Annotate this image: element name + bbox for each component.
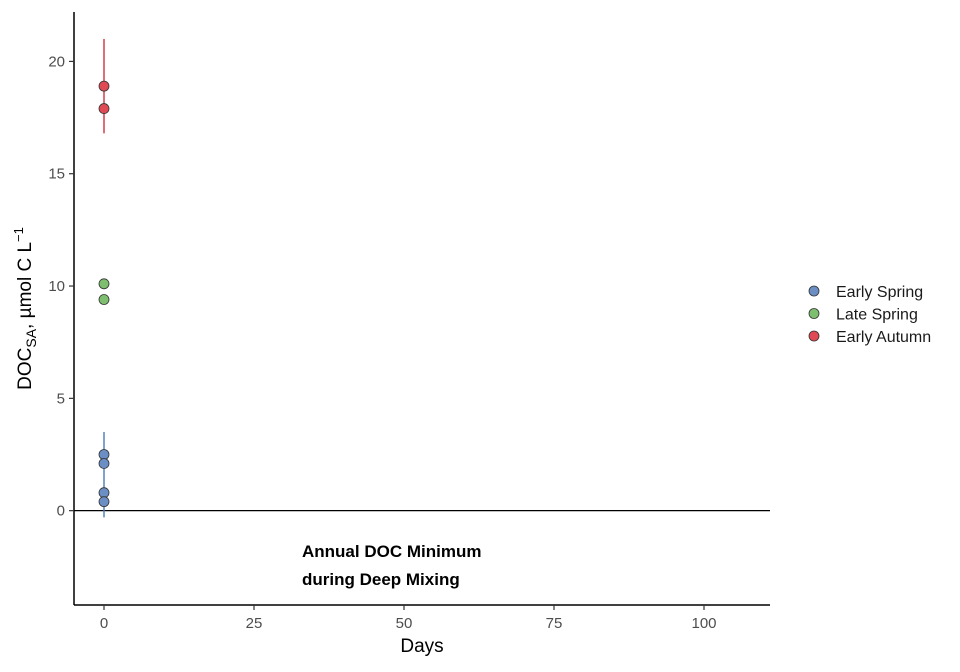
annotation-line-2: during Deep Mixing xyxy=(302,570,460,589)
annotation-line-1: Annual DOC Minimum xyxy=(302,542,481,561)
data-point-s1-2 xyxy=(98,458,110,469)
y-tick-label: 15 xyxy=(48,166,65,183)
y-axis-title: DOCSA, µmol C L−1 xyxy=(11,227,39,390)
y-tick-label: 10 xyxy=(48,278,65,295)
data-point-s2-1 xyxy=(98,278,110,290)
x-axis-title: Days xyxy=(400,636,443,657)
data-point-s3-1 xyxy=(98,80,110,92)
plot-area xyxy=(74,38,770,518)
legend-key-3 xyxy=(808,330,820,342)
legend-label-2: Late Spring xyxy=(836,307,918,324)
x-tick-label: 75 xyxy=(546,615,563,632)
data-point-s2-2 xyxy=(98,294,110,305)
y-tick-label: 20 xyxy=(48,53,65,70)
y-tick-label: 0 xyxy=(57,503,65,520)
axes: 0 5 10 15 20 0 25 50 75 100 Days DOCSA, µmol C L−1 xyxy=(11,12,770,657)
data-point-s3-2 xyxy=(98,103,110,114)
legend: Early Spring Late Spring Early Autumn xyxy=(808,284,931,346)
x-tick-label: 25 xyxy=(246,615,263,632)
data-point-s1-3 xyxy=(98,487,110,499)
legend-key-2 xyxy=(808,308,820,319)
data-point-s1-1 xyxy=(98,449,110,460)
legend-label-3: Early Autumn xyxy=(836,329,931,346)
x-tick-label: 50 xyxy=(396,615,413,632)
y-tick-label: 5 xyxy=(57,390,65,407)
x-tick-label: 100 xyxy=(691,615,716,632)
legend-key-1 xyxy=(808,285,820,297)
x-tick-label: 0 xyxy=(100,615,108,632)
legend-label-1: Early Spring xyxy=(836,284,923,301)
annotation: Annual DOC Minimum during Deep Mixing xyxy=(302,542,481,589)
data-point-s1-4 xyxy=(98,496,110,508)
